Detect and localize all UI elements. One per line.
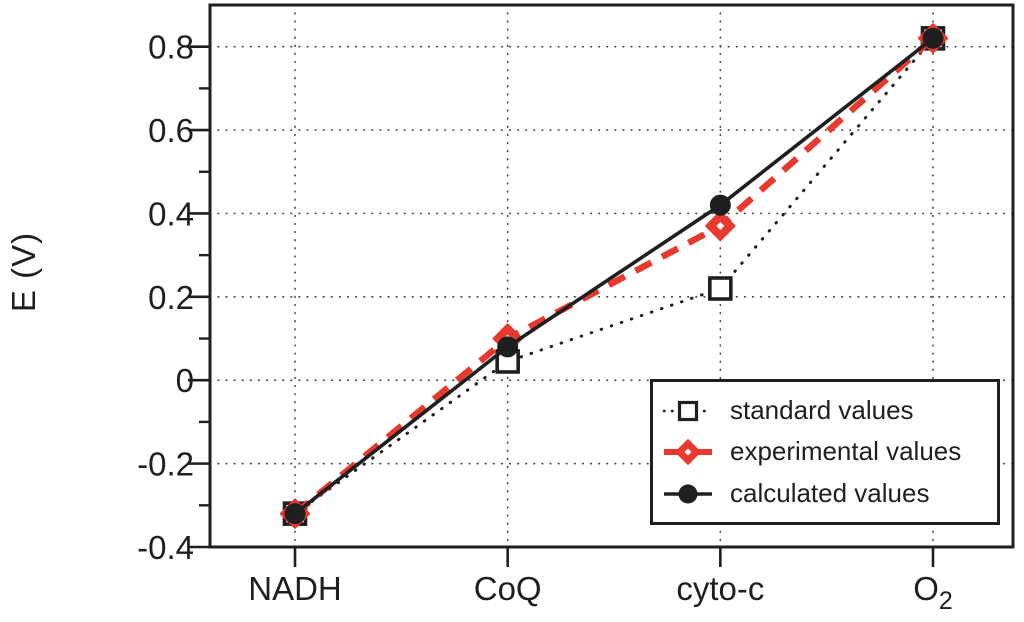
legend-item-calculated: calculated values: [661, 479, 997, 509]
open-square-marker-icon: [662, 400, 714, 421]
legend-label-calculated: calculated values: [730, 477, 930, 508]
chart-legend: standard values experimental values calc…: [650, 379, 1000, 525]
legend-item-standard: standard values: [661, 396, 997, 426]
marker-filled-circle: [922, 27, 944, 49]
x-axis-label: O2: [913, 570, 953, 615]
y-tick-label: 0.8: [148, 29, 194, 66]
y-tick-label: -0.4: [137, 529, 194, 566]
legend-label-experimental: experimental values: [730, 436, 962, 466]
series-line-experimental-values: [292, 35, 936, 517]
legend-item-experimental: experimental values: [661, 437, 997, 467]
marker-filled-circle: [497, 336, 519, 358]
y-axis-title: E (V): [5, 231, 42, 313]
series-line-calculated-values: [293, 36, 935, 516]
x-axis-label: cyto-c: [676, 570, 764, 607]
marker-diamond-center-dot: [716, 221, 725, 230]
legend-label-standard: standard values: [730, 394, 914, 425]
filled-circle-marker-icon: [664, 484, 712, 503]
y-tick-label: 0: [176, 362, 194, 399]
x-axis-label: NADH: [248, 570, 342, 607]
plot-frame: [208, 3, 1015, 549]
marker-filled-circle: [284, 503, 306, 525]
red-diamond-marker-icon: [664, 439, 712, 465]
y-tick-label: 0.6: [148, 112, 194, 149]
y-tick-label: -0.2: [137, 446, 194, 483]
y-tick-label: 0.4: [148, 195, 194, 232]
y-tick-label: 0.2: [148, 279, 194, 316]
marker-open-square: [708, 276, 733, 301]
marker-filled-circle: [709, 194, 731, 216]
x-axis-label: CoQ: [474, 570, 542, 607]
